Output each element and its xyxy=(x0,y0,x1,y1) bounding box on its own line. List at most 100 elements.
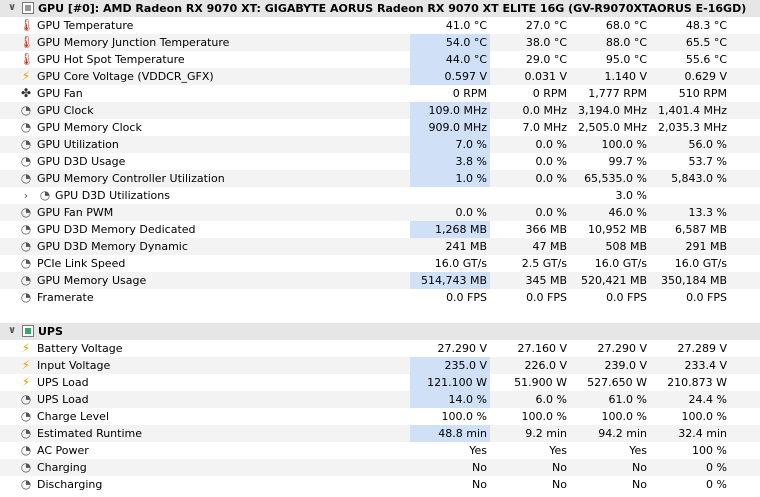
fan-icon: ✤ xyxy=(20,86,32,100)
current-value: 100.0 % xyxy=(441,410,487,423)
sensor-row[interactable]: ◔ GPU Memory Usage 514,743 MB 345 MB 520,421… xyxy=(0,272,760,289)
thermometer-icon: 🌡 xyxy=(19,35,35,49)
current-value: 16.0 GT/s xyxy=(434,257,487,270)
current-value: 241 MB xyxy=(445,240,487,253)
sensor-label: GPU Temperature xyxy=(37,19,134,32)
avg-value: 5,843.0 % xyxy=(671,172,727,185)
min-value: 0.0 % xyxy=(535,172,567,185)
current-value: 1.0 % xyxy=(410,170,490,187)
sensor-row[interactable]: ✤ GPU Fan 0 RPM 0 RPM 1,777 RPM 510 RPM xyxy=(0,85,760,102)
sensor-label: GPU D3D Memory Dedicated xyxy=(37,223,196,236)
sensor-label: Estimated Runtime xyxy=(37,427,143,440)
gauge-icon: ◔ xyxy=(20,222,32,236)
sensor-label: Charging xyxy=(37,461,87,474)
avg-value: 350,184 MB xyxy=(660,274,727,287)
min-value: 366 MB xyxy=(525,223,567,236)
gauge-icon: ◔ xyxy=(20,409,32,423)
lightning-icon: ⚡ xyxy=(21,358,31,372)
sensor-label: GPU Utilization xyxy=(37,138,119,151)
min-value: No xyxy=(552,461,567,474)
max-value: 1.140 V xyxy=(604,70,647,83)
avg-value: 233.4 V xyxy=(684,359,727,372)
sensor-row[interactable]: ⚡ UPS Load 121.100 W 51.900 W 527.650 W 210.8… xyxy=(0,374,760,391)
sensor-row[interactable]: ◔ Estimated Runtime 48.8 min 9.2 min 94.2 mi… xyxy=(0,425,760,442)
current-value: 909.0 MHz xyxy=(410,119,490,136)
sensor-row[interactable]: ⚡ Battery Voltage 27.290 V 27.160 V 27.290 V… xyxy=(0,340,760,357)
sensor-label: PCIe Link Speed xyxy=(37,257,126,270)
sensor-row[interactable]: 🌡 GPU Hot Spot Temperature 44.0 °C 29.0 °C 9… xyxy=(0,51,760,68)
avg-value: 24.4 % xyxy=(688,393,727,406)
group-header-gpu[interactable]: ∨ GPU [#0]: AMD Radeon RX 9070 XT: GIGABY… xyxy=(0,0,760,17)
expand-toggle-icon[interactable]: ∨ xyxy=(7,2,17,13)
sensor-row[interactable]: ◔ GPU Fan PWM 0.0 % 0.0 % 46.0 % 13.3 % xyxy=(0,204,760,221)
avg-value: 48.3 °C xyxy=(685,19,727,32)
sensor-row[interactable]: ◔ GPU D3D Usage 3.8 % 0.0 % 99.7 % 53.7 % xyxy=(0,153,760,170)
min-value: 226.0 V xyxy=(524,359,567,372)
gauge-icon: ◔ xyxy=(20,273,32,287)
sensor-row[interactable]: ◔ AC Power Yes Yes Yes 100 % xyxy=(0,442,760,459)
sensor-row[interactable]: ◔ GPU Memory Controller Utilization 1.0 % 0… xyxy=(0,170,760,187)
max-value: 61.0 % xyxy=(608,393,647,406)
sensor-row[interactable]: ◔ Framerate 0.0 FPS 0.0 FPS 0.0 FPS 0.0 FPS xyxy=(0,289,760,306)
chevron-right-icon[interactable]: › xyxy=(23,189,29,202)
sensor-label: GPU Fan PWM xyxy=(37,206,114,219)
thermometer-icon: 🌡 xyxy=(19,52,35,66)
sensor-row[interactable]: ◔ Discharging No No No 0 % xyxy=(0,476,760,493)
gauge-icon: ◔ xyxy=(20,290,32,304)
min-value: 38.0 °C xyxy=(525,36,567,49)
max-value: 100.0 % xyxy=(601,138,647,151)
min-value: 0 RPM xyxy=(532,87,567,100)
max-value: 88.0 °C xyxy=(605,36,647,49)
min-value: 100.0 % xyxy=(521,410,567,423)
avg-value: 100 % xyxy=(692,444,727,457)
max-value: 100.0 % xyxy=(601,410,647,423)
avg-value: 55.6 °C xyxy=(685,53,727,66)
sensor-label: GPU Clock xyxy=(37,104,94,117)
sensor-label: Discharging xyxy=(37,478,103,491)
max-value: 239.0 V xyxy=(604,359,647,372)
current-value: 0.597 V xyxy=(410,68,490,85)
current-value: 514,743 MB xyxy=(410,272,490,289)
avg-value: 1,401.4 MHz xyxy=(657,104,727,117)
sensor-row[interactable]: ◔ UPS Load 14.0 % 6.0 % 61.0 % 24.4 % xyxy=(0,391,760,408)
sensor-row[interactable]: ◔ Charge Level 100.0 % 100.0 % 100.0 % 100.0 … xyxy=(0,408,760,425)
sensor-row[interactable]: ◔ GPU Utilization 7.0 % 0.0 % 100.0 % 56.0 % xyxy=(0,136,760,153)
avg-value: 53.7 % xyxy=(688,155,727,168)
sensor-row[interactable]: ◔ GPU D3D Memory Dynamic 241 MB 47 MB 508 MB… xyxy=(0,238,760,255)
min-value: 29.0 °C xyxy=(525,53,567,66)
max-value: 99.7 % xyxy=(608,155,647,168)
min-value: Yes xyxy=(549,444,567,457)
avg-value: 13.3 % xyxy=(688,206,727,219)
sensor-row[interactable]: ◔ GPU Clock 109.0 MHz 0.0 MHz 3,194.0 MHz 1,4… xyxy=(0,102,760,119)
current-value: 121.100 W xyxy=(410,374,490,391)
sensor-row[interactable]: ⚡ Input Voltage 235.0 V 226.0 V 239.0 V 233.4… xyxy=(0,357,760,374)
max-value: 10,952 MB xyxy=(587,223,647,236)
sensor-row[interactable]: 🌡 GPU Temperature 41.0 °C 27.0 °C 68.0 °C 48.… xyxy=(0,17,760,34)
avg-value: 27.289 V xyxy=(677,342,727,355)
current-value: 0.0 FPS xyxy=(446,291,487,304)
avg-value: 32.4 min xyxy=(678,427,727,440)
max-value: 16.0 GT/s xyxy=(594,257,647,270)
max-value: 3,194.0 MHz xyxy=(577,104,647,117)
sensor-row[interactable]: 🌡 GPU Memory Junction Temperature 54.0 °C 3… xyxy=(0,34,760,51)
sensor-row[interactable]: ◔ GPU D3D Memory Dedicated 1,268 MB 366 MB 1… xyxy=(0,221,760,238)
gauge-icon: ◔ xyxy=(20,256,32,270)
current-value: 109.0 MHz xyxy=(410,102,490,119)
min-value: 0.0 % xyxy=(535,138,567,151)
min-value: 2.5 GT/s xyxy=(521,257,567,270)
device-icon xyxy=(22,325,34,337)
avg-value: 65.5 °C xyxy=(685,36,727,49)
current-value: 14.0 % xyxy=(410,391,490,408)
sensor-label: GPU D3D Utilizations xyxy=(55,189,170,202)
sensor-row[interactable]: › ◔ GPU D3D Utilizations 3.0 % xyxy=(0,187,760,204)
sensor-label: AC Power xyxy=(37,444,89,457)
group-header-ups[interactable]: ∨ UPS xyxy=(0,323,760,340)
sensor-label: GPU Hot Spot Temperature xyxy=(37,53,185,66)
sensor-row[interactable]: ⚡ GPU Core Voltage (VDDCR_GFX) 0.597 V 0.03… xyxy=(0,68,760,85)
group-title: UPS xyxy=(38,325,63,338)
current-value: 27.290 V xyxy=(437,342,487,355)
sensor-row[interactable]: ◔ GPU Memory Clock 909.0 MHz 7.0 MHz 2,505.0… xyxy=(0,119,760,136)
expand-toggle-icon[interactable]: ∨ xyxy=(7,325,17,336)
sensor-row[interactable]: ◔ Charging No No No 0 % xyxy=(0,459,760,476)
sensor-row[interactable]: ◔ PCIe Link Speed 16.0 GT/s 2.5 GT/s 16.0 GT… xyxy=(0,255,760,272)
